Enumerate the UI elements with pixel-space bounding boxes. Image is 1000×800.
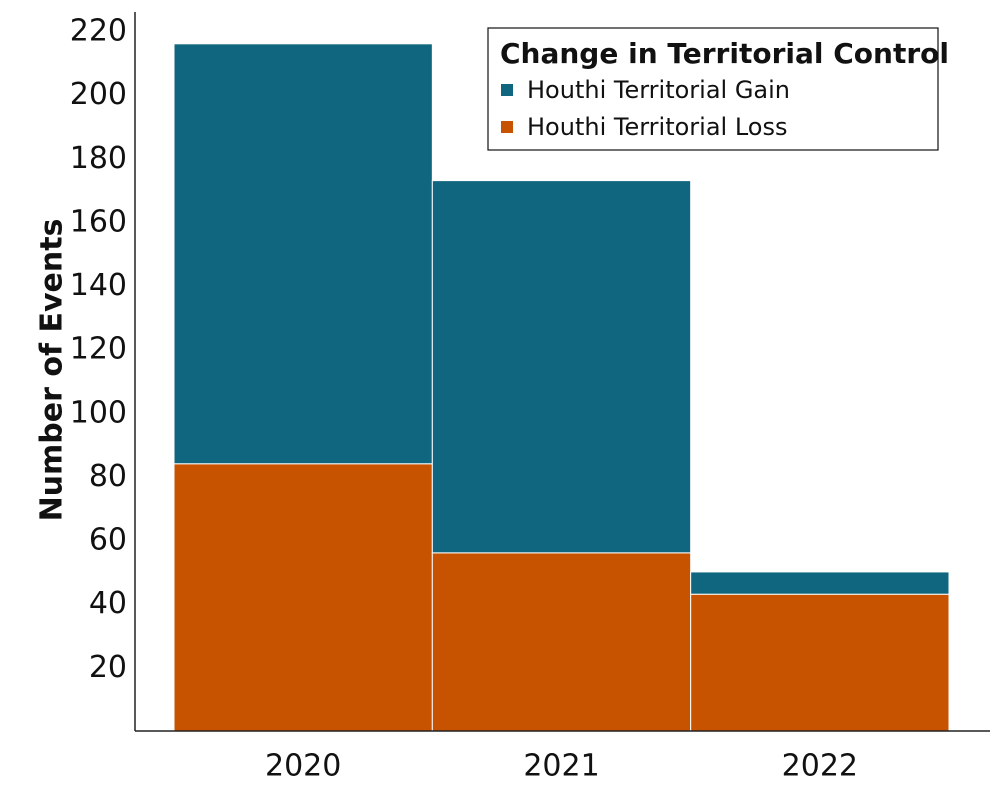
legend-entries: Houthi Territorial Gain Houthi Territoria…: [501, 76, 790, 141]
x-tick-label: 2021: [523, 749, 599, 784]
legend-box: [487, 27, 939, 151]
bar-2020-houthi-territorial-loss: [173, 463, 433, 732]
bar-2022-houthi-territorial-gain: [690, 571, 950, 595]
y-tick-label: 200: [70, 77, 127, 112]
y-tick-label: 120: [70, 332, 127, 367]
y-tick-label: 20: [89, 650, 127, 685]
bar-2021-houthi-territorial-gain: [431, 180, 692, 554]
legend-label: Houthi Territorial Gain: [527, 76, 790, 104]
y-tick-label: 100: [70, 395, 127, 430]
legend-title: Change in Territorial Control: [500, 37, 949, 70]
y-tick-label: 220: [70, 14, 127, 49]
bars-group: [173, 43, 950, 732]
bar-2020-houthi-territorial-gain: [173, 43, 433, 465]
bar-2022-houthi-territorial-loss: [690, 593, 950, 732]
bar-2021-houthi-territorial-loss: [431, 552, 692, 732]
x-tick-label: 2020: [265, 749, 341, 784]
y-tick-label: 80: [89, 459, 127, 494]
y-axis-title: Number of Events: [35, 219, 70, 522]
legend-label: Houthi Territorial Loss: [527, 113, 787, 141]
y-tick-label: 180: [70, 141, 127, 176]
y-tick-label: 40: [89, 586, 127, 621]
legend: Change in Territorial Control Houthi Ter…: [487, 27, 949, 151]
x-tick-labels: 2020 2021 2022: [265, 749, 858, 784]
y-tick-labels: 20 40 60 80 100 120 140 160 180 200 220: [70, 14, 127, 685]
y-tick-label: 140: [70, 268, 127, 303]
legend-swatch: [501, 84, 513, 96]
legend-swatch: [501, 121, 513, 133]
x-tick-label: 2022: [782, 749, 858, 784]
y-tick-label: 60: [89, 523, 127, 558]
y-tick-label: 160: [70, 204, 127, 239]
